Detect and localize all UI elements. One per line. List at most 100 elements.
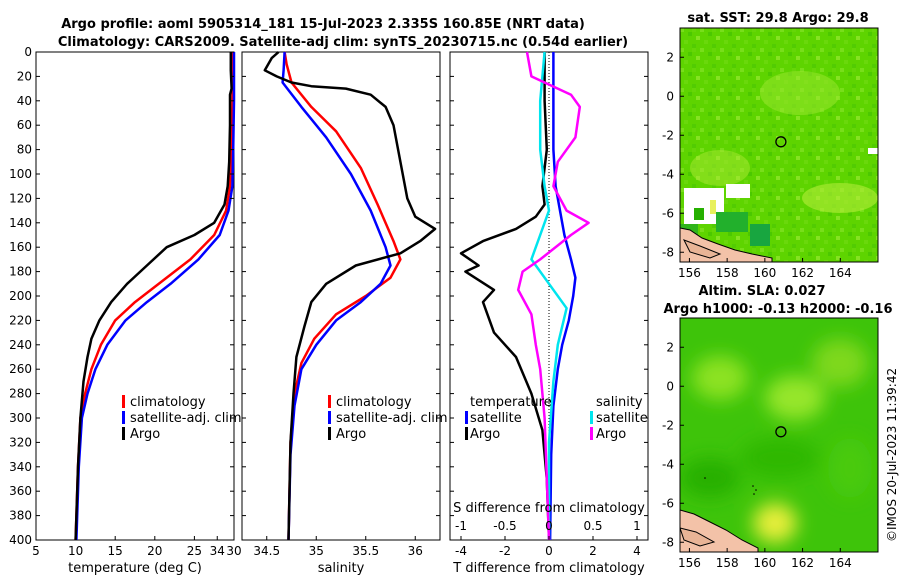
y-tick-label: 120	[9, 191, 32, 205]
islet	[704, 477, 706, 479]
temperature-panel: 5 10 15 20 25 3002040608010012014016018020022…	[9, 45, 242, 576]
difference-xlabel: T difference from climatology	[452, 561, 645, 576]
sla-map-ticks: 156 158 160 162 164 2 0 -2 -4 -6 -8	[662, 340, 852, 570]
sst-warm-pixel	[710, 200, 716, 214]
sla-high	[753, 503, 797, 543]
sla-low	[740, 438, 820, 478]
map-y-tick-label: -6	[662, 496, 674, 510]
map-y-tick-label: 0	[666, 89, 674, 103]
sst-map-title: sat. SST: 29.8 Argo: 29.8	[687, 11, 868, 26]
imos-credit: ©IMOS 20-Jul-2023 11:39:42	[885, 368, 899, 542]
temperature-xlabel: temperature (deg C)	[68, 561, 202, 576]
sst-map-ticks: 156 158 160 162 164 2 0 -2 -4 -6 -8	[662, 50, 852, 280]
y-tick-label: 320	[9, 435, 32, 449]
difference-ticks: -4 -2 0 2 4 -1 -0.5 0 0.5 1	[450, 51, 648, 558]
series-line-temperature-argo	[459, 52, 551, 541]
sla-map-area	[680, 318, 878, 552]
sst-cool-patch	[750, 224, 770, 246]
sla-high	[765, 376, 825, 420]
map-y-tick-label: -6	[662, 206, 674, 220]
x-tick-label: 20	[147, 544, 162, 558]
x-tick-label: 30	[226, 544, 241, 558]
map-y-tick-label: -2	[662, 128, 674, 142]
x-tick-label: 25	[187, 544, 202, 558]
map-x-tick-label: 162	[791, 556, 814, 570]
legend-label-satellite: satellite-adj. clim	[336, 411, 448, 426]
temperature-legend: climatology satellite-adj. clim Argo	[122, 395, 242, 442]
legend-swatch-argo	[328, 427, 331, 440]
series-line-salinity-satellite	[530, 51, 568, 540]
sla-low	[680, 458, 740, 498]
legend-label-climatology: climatology	[130, 395, 206, 410]
sla-map-title-1: Altim. SLA: 0.027	[699, 284, 826, 299]
sst-field	[680, 28, 878, 262]
map-x-tick-label: 158	[716, 266, 739, 280]
title-line-2: Climatology: CARS2009. Satellite-adj cli…	[58, 35, 628, 50]
series-line-climatology	[283, 51, 402, 541]
title-line-1: Argo profile: aoml 5905314_181 15-Jul-20…	[61, 17, 585, 32]
salinity-panel: 34 34.5 35 35.5 36 salinity climatology sate…	[210, 51, 448, 576]
legend-title-temperature: temperature	[470, 395, 552, 410]
legend-label-argo: Argo	[130, 427, 160, 442]
salinity-axes-frame	[241, 51, 441, 541]
sst-missing-data	[868, 148, 878, 154]
map-y-tick-label: -8	[662, 245, 674, 259]
sst-map-frame	[679, 27, 879, 263]
salinity-legend: climatology satellite-adj. clim Argo	[328, 395, 448, 442]
map-y-tick-label: -2	[662, 418, 674, 432]
y-tick-label: 40	[17, 94, 32, 108]
y-tick-label: 300	[9, 411, 32, 425]
x-tick-label: 4	[633, 544, 641, 558]
argo-location-marker	[775, 136, 787, 148]
legend-label-climatology: climatology	[336, 395, 412, 410]
y-tick-label: 380	[9, 509, 32, 523]
islet	[753, 493, 755, 495]
legend-swatch-satellite	[328, 411, 331, 424]
legend-swatch-t-argo	[465, 427, 468, 440]
y-tick-label: 200	[9, 289, 32, 303]
legend-swatch-t-satellite	[465, 411, 468, 424]
y-tick-label: 20	[17, 69, 32, 83]
argo-location-marker	[775, 426, 787, 438]
sst-warm-patch	[690, 150, 750, 186]
x-tick-label: 5	[32, 544, 40, 558]
series-line-temperature-satellite	[548, 52, 577, 541]
legend-label-s-argo: Argo	[596, 427, 626, 442]
legend-label-satellite: satellite-adj. clim	[130, 411, 242, 426]
sst-cool-patch	[716, 212, 748, 232]
difference-top-xlabel: S difference from climatology	[453, 501, 645, 516]
legend-swatch-satellite	[122, 411, 125, 424]
salinity-xlabel: salinity	[318, 561, 365, 576]
legend-swatch-s-satellite	[590, 411, 593, 424]
map-y-tick-label: -4	[662, 457, 674, 471]
y-tick-label: 240	[9, 338, 32, 352]
islet	[755, 489, 757, 491]
land-mass	[682, 239, 722, 259]
sla-mid	[828, 438, 872, 498]
x-tick-label: 35	[309, 544, 324, 558]
x-tick-label: 34.5	[253, 544, 280, 558]
map-x-tick-label: 156	[678, 556, 701, 570]
legend-label-t-satellite: satellite	[470, 411, 522, 426]
x-tick-label: 35.5	[352, 544, 379, 558]
y-tick-label: 0	[24, 45, 32, 59]
salinity-ticks: 34 34.5 35 35.5 36	[210, 51, 440, 558]
y-tick-label: 280	[9, 387, 32, 401]
series-line-argo	[263, 51, 437, 541]
y-tick-label: 80	[17, 143, 32, 157]
sla-high	[692, 356, 748, 400]
temperature-series	[74, 52, 236, 541]
difference-legend-salinity: salinity satellite Argo	[590, 395, 648, 442]
y-tick-label: 140	[9, 216, 32, 230]
sla-map-panel: Altim. SLA: 0.027 Argo h1000: -0.13 h200…	[662, 284, 892, 570]
map-y-tick-label: 0	[666, 379, 674, 393]
series-line-climatology	[74, 52, 234, 541]
map-y-tick-label: -4	[662, 167, 674, 181]
map-x-tick-label: 160	[753, 556, 776, 570]
sst-map-area	[680, 28, 878, 262]
map-y-tick-label: 2	[666, 50, 674, 64]
top-x-tick-label: 0.5	[583, 519, 602, 533]
land-mass	[680, 527, 716, 547]
series-line-satellite-adj-clim	[281, 51, 392, 541]
sst-warm-patch	[802, 183, 878, 213]
